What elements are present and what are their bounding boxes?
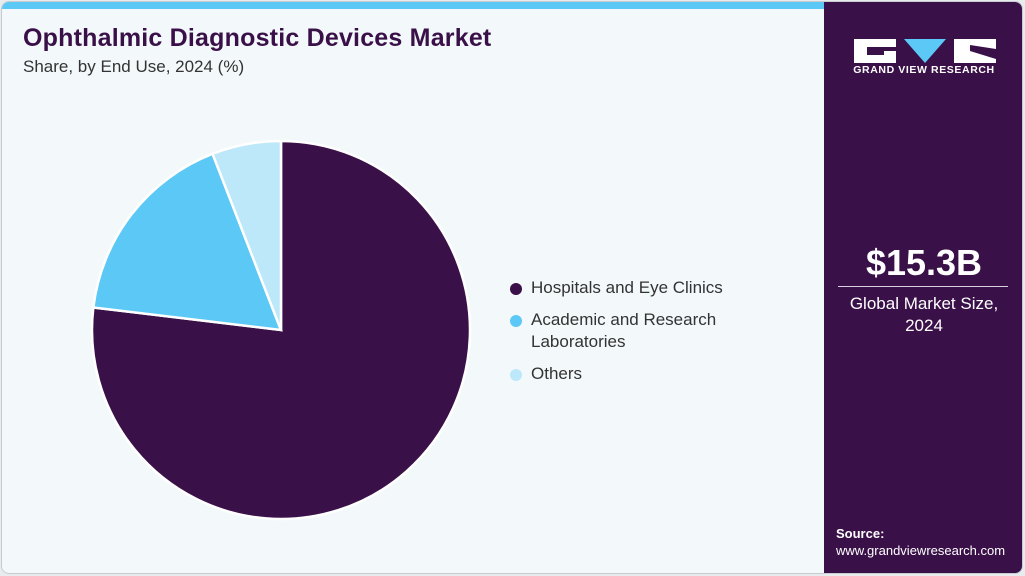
legend-item-hospitals: Hospitals and Eye Clinics: [510, 277, 761, 299]
legend-label: Others: [531, 364, 583, 383]
market-size-value: $15.3B: [865, 242, 983, 283]
legend-item-academic: Academic and Research Laboratories: [510, 309, 761, 353]
logo-text: GRAND VIEW RESEARCH: [853, 64, 995, 76]
divider: [838, 286, 1008, 287]
source-link[interactable]: www.grandviewresearch.com: [836, 543, 1006, 558]
legend-item-others: Others: [510, 363, 761, 385]
legend-dot-icon: [510, 283, 522, 295]
legend-dot-icon: [510, 369, 522, 381]
legend: Hospitals and Eye Clinics Academic and R…: [510, 277, 761, 395]
grand-view-research-logo-icon: [854, 39, 996, 63]
market-size-caption: Global Market Size, 2024: [849, 294, 999, 335]
accent-bar: [2, 2, 824, 9]
legend-label: Academic and Research Laboratories: [531, 310, 717, 351]
chart-subtitle: Share, by End Use, 2024 (%): [23, 57, 245, 76]
pie-slice-others: [210, 139, 283, 331]
source-label: Source:: [836, 526, 885, 541]
pie-slice-academic-and-research-laboratories: [91, 152, 283, 332]
sidebar-panel: GRAND VIEW RESEARCH $15.3B Global Market…: [824, 2, 1022, 573]
chart-title: Ophthalmic Diagnostic Devices Market: [23, 24, 492, 52]
legend-label: Hospitals and Eye Clinics: [531, 278, 723, 297]
pie-chart: [90, 139, 472, 521]
pie-slices: [90, 139, 472, 521]
legend-dot-icon: [510, 315, 522, 327]
